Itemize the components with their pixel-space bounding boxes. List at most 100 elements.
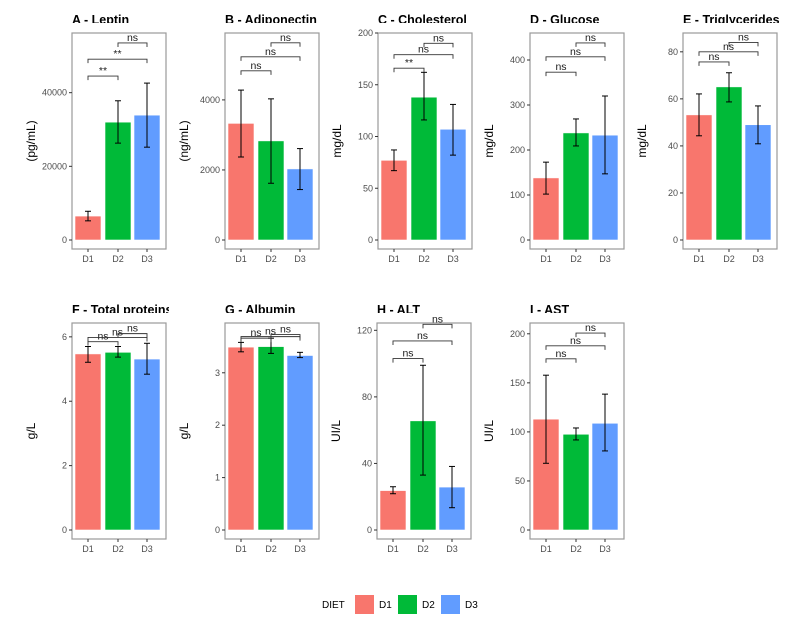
significance-label: ns xyxy=(418,44,429,56)
y-tick-label: 150 xyxy=(358,80,373,90)
significance-bracket xyxy=(270,334,301,339)
significance-label: ns xyxy=(280,32,291,44)
y-axis-label: g/L xyxy=(24,422,38,439)
significance-label: ns xyxy=(708,51,719,63)
significance-bracket xyxy=(698,51,759,56)
significance-bracket xyxy=(422,323,453,329)
significance-bracket xyxy=(87,58,148,64)
bar-d2 xyxy=(715,86,743,241)
legend-label-d3: D3 xyxy=(465,600,478,611)
y-axis-label: g/L xyxy=(177,422,191,439)
significance-bracket xyxy=(117,333,148,338)
significance-label: ns xyxy=(555,348,566,360)
x-tick-label: D3 xyxy=(599,254,611,264)
panel-title: B - Adiponectin xyxy=(225,13,317,27)
y-axis-label: mg/dL xyxy=(482,124,496,158)
significance-label: ns xyxy=(127,32,138,44)
bar-d3 xyxy=(133,358,161,531)
x-tick-label: D3 xyxy=(447,254,459,264)
x-tick-label: D2 xyxy=(265,254,277,264)
significance-label: ns xyxy=(417,330,428,342)
y-tick-label: 0 xyxy=(520,525,525,535)
significance-label: ns xyxy=(738,31,749,43)
significance-bracket xyxy=(270,42,301,47)
significance-bracket xyxy=(575,332,606,338)
significance-label: ns xyxy=(570,46,581,58)
y-tick-label: 2000 xyxy=(200,165,220,175)
x-tick-label: D2 xyxy=(112,254,124,264)
y-tick-label: 150 xyxy=(510,378,525,388)
significance-bracket xyxy=(87,337,148,342)
significance-bracket xyxy=(393,54,454,59)
y-tick-label: 200 xyxy=(510,145,525,155)
y-tick-label: 80 xyxy=(668,47,678,57)
significance-label: ns xyxy=(97,331,108,343)
y-axis-label: mg/dL xyxy=(330,124,344,158)
significance-label: ns xyxy=(250,327,261,339)
significance-bracket xyxy=(392,340,453,345)
bar-d2 xyxy=(562,433,590,531)
x-tick-label: D1 xyxy=(235,544,247,554)
y-tick-label: 20 xyxy=(668,188,678,198)
y-tick-label: 0 xyxy=(520,235,525,245)
panel-title: H - ALT xyxy=(377,303,420,317)
y-tick-label: 20000 xyxy=(42,161,67,171)
y-tick-label: 400 xyxy=(510,55,525,65)
x-tick-label: D3 xyxy=(141,254,153,264)
x-tick-label: D2 xyxy=(570,254,582,264)
y-tick-label: 60 xyxy=(668,94,678,104)
y-tick-label: 0 xyxy=(62,235,67,245)
x-tick-label: D3 xyxy=(752,254,764,264)
x-tick-label: D3 xyxy=(141,544,153,554)
y-tick-label: 300 xyxy=(510,100,525,110)
y-tick-label: 0 xyxy=(215,525,220,535)
y-tick-label: 0 xyxy=(368,235,373,245)
x-tick-label: D2 xyxy=(265,544,277,554)
bar-d2 xyxy=(257,346,285,531)
y-tick-label: 100 xyxy=(358,132,373,142)
significance-bracket xyxy=(87,75,119,81)
y-tick-label: 200 xyxy=(510,329,525,339)
legend-title: DIET xyxy=(322,600,345,611)
x-tick-label: D2 xyxy=(417,544,429,554)
panel-title: I - AST xyxy=(530,303,569,317)
x-tick-label: D1 xyxy=(540,254,552,264)
y-tick-label: 4000 xyxy=(200,95,220,105)
y-tick-label: 4 xyxy=(62,396,67,406)
significance-bracket xyxy=(392,358,424,363)
significance-bracket xyxy=(393,67,425,73)
x-tick-label: D3 xyxy=(446,544,458,554)
legend-label-d2: D2 xyxy=(422,600,435,611)
y-axis-label: mg/dL xyxy=(635,124,649,158)
significance-bracket xyxy=(545,358,577,363)
y-axis-label: (ng/mL) xyxy=(177,120,191,161)
y-axis-label: UI/L xyxy=(329,420,343,442)
significance-label: ns xyxy=(112,326,123,338)
x-tick-label: D3 xyxy=(294,544,306,554)
panel-title: D - Glucose xyxy=(530,13,600,27)
bar-d3 xyxy=(286,355,314,531)
significance-bracket xyxy=(240,336,301,341)
significance-bracket xyxy=(240,56,301,61)
significance-label: ns xyxy=(723,41,734,53)
panel-title: G - Albumin xyxy=(225,303,295,317)
panel-0: A - Leptin (pg/mL) 0 20000 40000 D1 D2 D3 ** ** ns xyxy=(24,13,167,264)
y-tick-label: 40 xyxy=(668,141,678,151)
bar-d1 xyxy=(227,346,255,531)
significance-label: ns xyxy=(585,322,596,334)
panel-title: A - Leptin xyxy=(72,13,129,27)
x-tick-label: D1 xyxy=(540,544,552,554)
y-tick-label: 1 xyxy=(215,473,220,483)
x-tick-label: D1 xyxy=(82,544,94,554)
panel-title: F - Total proteins xyxy=(72,303,173,317)
x-tick-label: D2 xyxy=(723,254,735,264)
significance-bracket xyxy=(575,42,606,47)
x-tick-label: D3 xyxy=(294,254,306,264)
bar-d1 xyxy=(379,490,407,531)
y-tick-label: 0 xyxy=(215,235,220,245)
y-axis-label: UI/L xyxy=(482,420,496,442)
bar-d2 xyxy=(562,132,590,241)
